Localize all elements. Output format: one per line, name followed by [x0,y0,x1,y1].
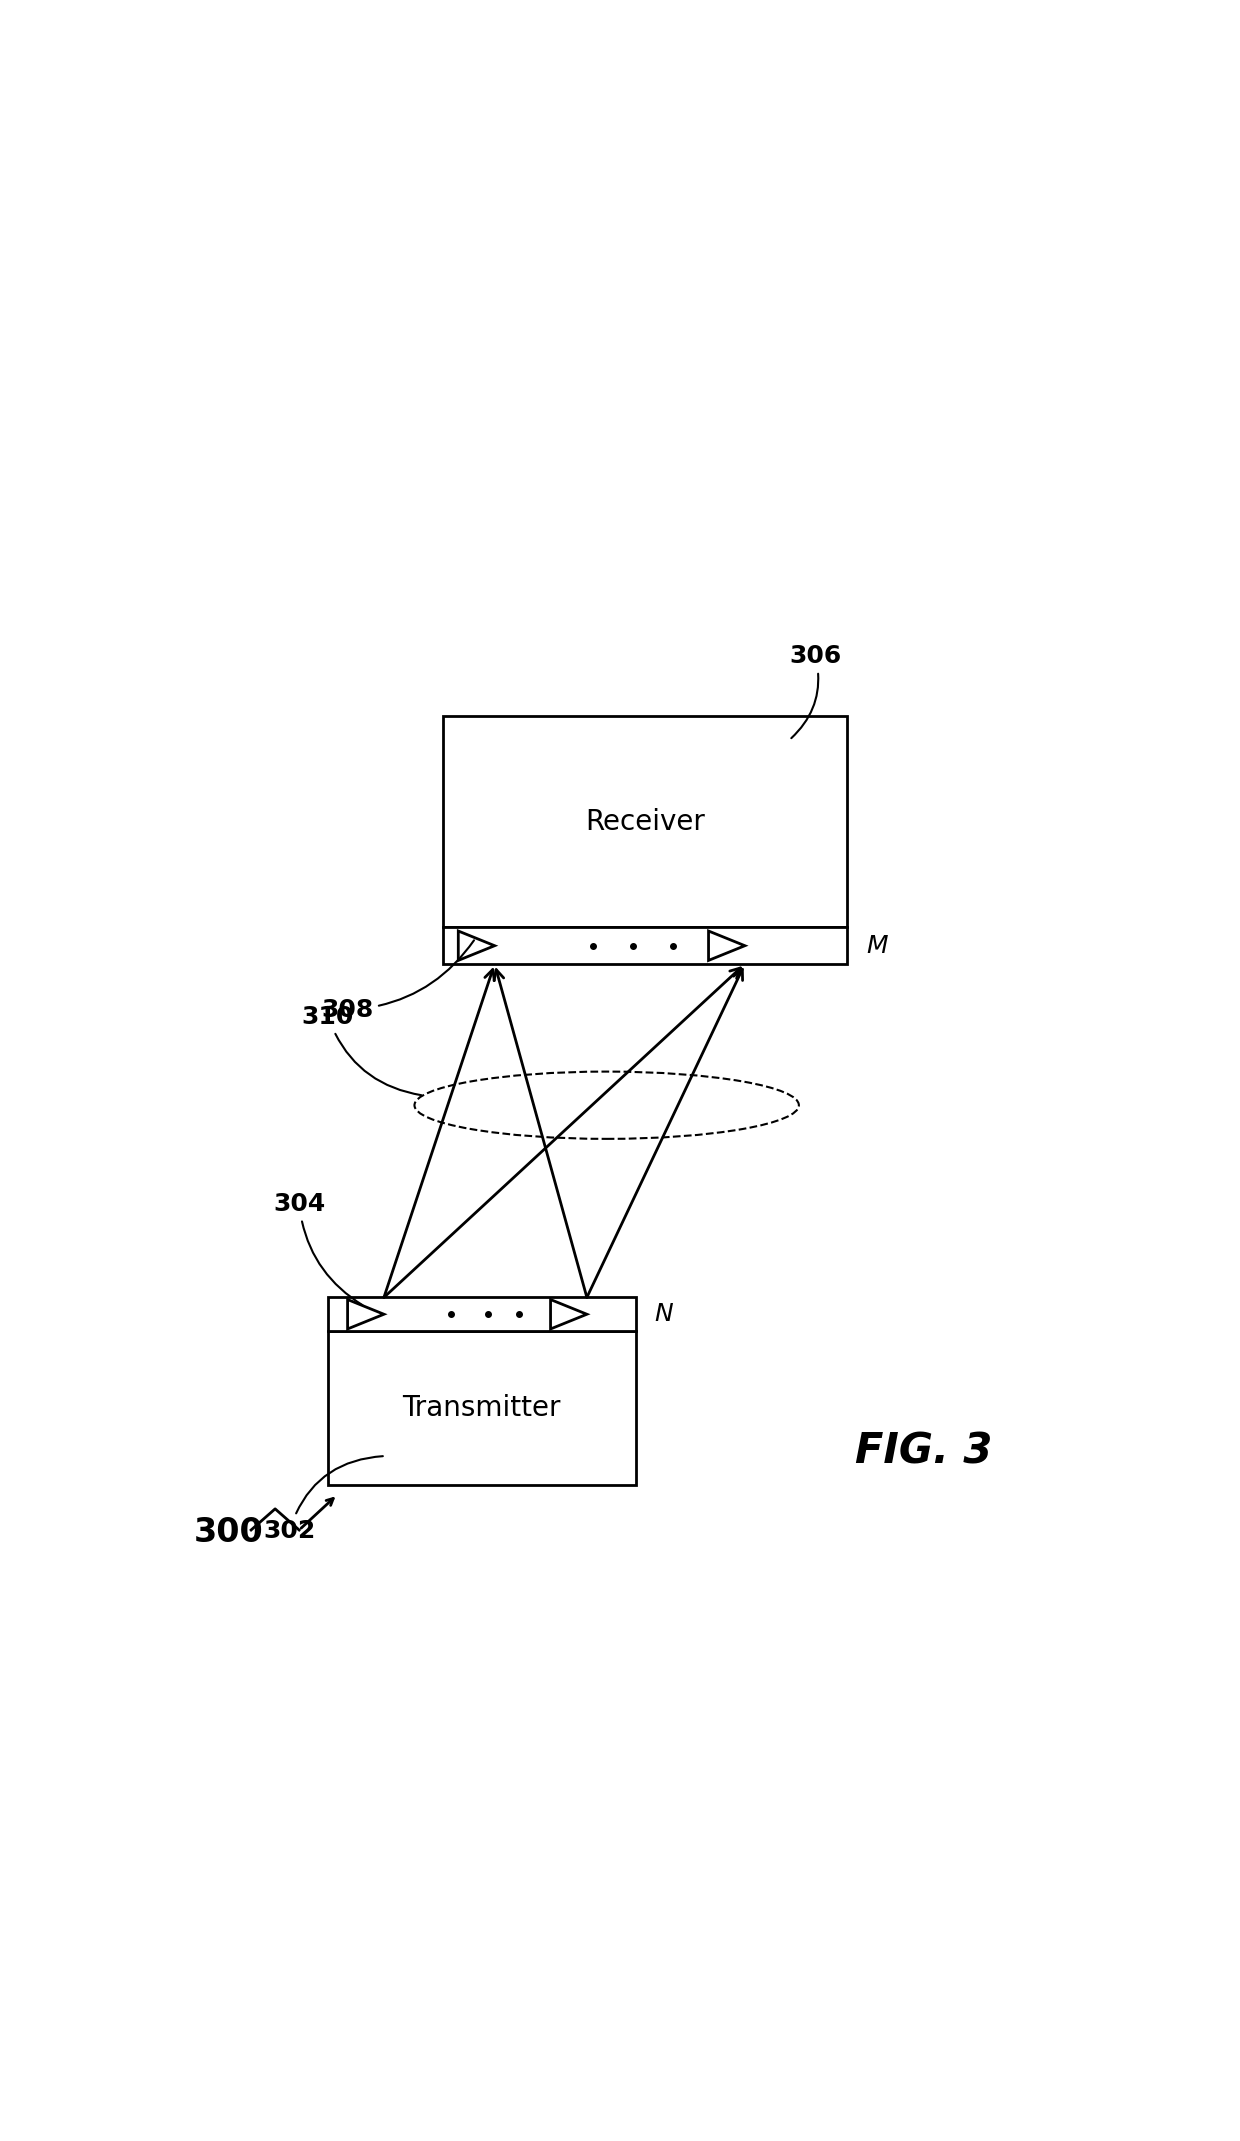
Bar [327,1332,635,1486]
Text: Transmitter: Transmitter [403,1394,560,1422]
Text: FIG. 3: FIG. 3 [856,1430,992,1473]
Text: M: M [866,933,888,957]
Text: 308: 308 [321,940,474,1021]
Text: 300: 300 [193,1516,263,1550]
Text: Receiver: Receiver [585,807,706,835]
Bar [444,927,847,963]
Text: 306: 306 [789,644,842,739]
Text: 302: 302 [263,1456,383,1544]
Bar [444,715,847,927]
Text: N: N [655,1302,673,1325]
Bar [327,1297,635,1332]
Text: 304: 304 [273,1193,362,1306]
Text: 310: 310 [301,1004,422,1096]
